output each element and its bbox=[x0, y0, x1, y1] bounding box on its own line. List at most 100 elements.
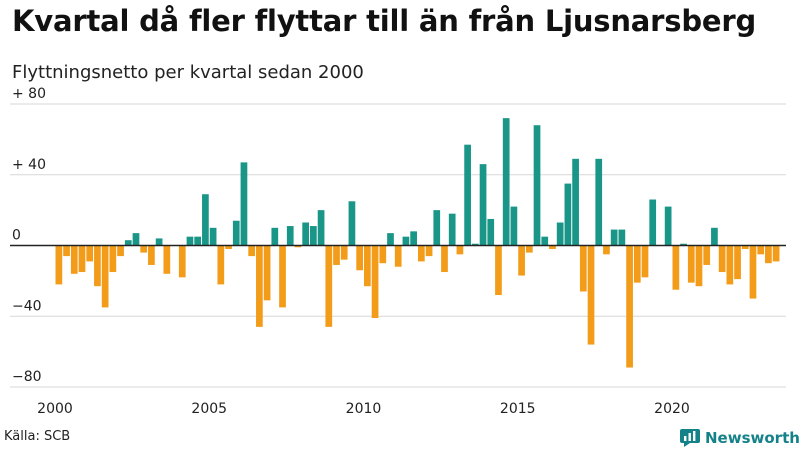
bar bbox=[132, 233, 140, 246]
bar bbox=[186, 236, 194, 246]
bar bbox=[340, 245, 348, 260]
x-axis-labels: 2000 2005 2010 2015 2020 bbox=[37, 401, 690, 417]
bar bbox=[525, 245, 533, 253]
bar bbox=[248, 245, 256, 257]
bar bbox=[271, 227, 279, 246]
y-tick-label: + 40 bbox=[12, 157, 46, 173]
bar bbox=[202, 194, 209, 246]
bar bbox=[433, 210, 441, 246]
bar bbox=[687, 245, 695, 283]
bar bbox=[124, 240, 132, 246]
bar bbox=[279, 245, 286, 308]
y-axis-labels: + 80 + 40 0 −40 −80 bbox=[12, 86, 46, 385]
bar bbox=[487, 218, 495, 246]
bar bbox=[325, 245, 333, 327]
bar bbox=[603, 245, 610, 255]
bar bbox=[718, 245, 726, 273]
bar bbox=[649, 199, 657, 246]
bar bbox=[371, 245, 379, 319]
bar bbox=[456, 245, 464, 255]
bar bbox=[263, 245, 271, 301]
bar bbox=[549, 245, 556, 250]
bar bbox=[441, 245, 448, 273]
chart-title: Kvartal då fler flyttar till än från Lju… bbox=[12, 4, 757, 38]
bar bbox=[757, 245, 765, 255]
bar bbox=[310, 226, 317, 246]
bar bbox=[618, 229, 626, 246]
bar bbox=[680, 243, 687, 246]
bar bbox=[541, 236, 549, 246]
bars bbox=[10, 118, 786, 368]
y-tick-label: 0 bbox=[12, 228, 21, 244]
bar bbox=[703, 245, 711, 265]
bar bbox=[610, 229, 618, 246]
bar bbox=[317, 210, 325, 246]
bar bbox=[117, 245, 124, 257]
bar bbox=[564, 183, 572, 246]
bar bbox=[333, 245, 340, 265]
bar bbox=[209, 227, 217, 246]
bar bbox=[356, 245, 363, 271]
bar bbox=[178, 245, 186, 278]
bar bbox=[148, 245, 155, 265]
bar bbox=[672, 245, 680, 290]
bar bbox=[425, 245, 433, 257]
bar bbox=[348, 201, 356, 246]
bar bbox=[402, 236, 410, 246]
bar bbox=[595, 158, 603, 246]
newsworthy-logo-icon bbox=[680, 429, 700, 447]
bar bbox=[101, 245, 109, 308]
bar bbox=[217, 245, 225, 285]
bar bbox=[579, 245, 587, 292]
x-tick-label: 2005 bbox=[191, 401, 227, 417]
y-tick-label: + 80 bbox=[12, 86, 46, 102]
y-tick-label: −80 bbox=[12, 369, 42, 385]
bar bbox=[94, 245, 101, 287]
x-tick-label: 2000 bbox=[37, 401, 73, 417]
bar bbox=[495, 245, 502, 296]
bar bbox=[772, 245, 780, 262]
bar bbox=[664, 206, 672, 246]
bar bbox=[63, 245, 70, 257]
bar bbox=[109, 245, 117, 273]
bar bbox=[410, 231, 417, 246]
x-tick-label: 2015 bbox=[500, 401, 536, 417]
bar bbox=[533, 125, 541, 246]
bar bbox=[633, 245, 641, 283]
bar bbox=[641, 245, 649, 278]
newsworthy-logo[interactable]: Newsworthy bbox=[680, 427, 800, 449]
bar bbox=[448, 213, 456, 246]
bar bbox=[464, 144, 471, 246]
bar bbox=[711, 227, 718, 246]
chart-subtitle: Flyttningsnetto per kvartal sedan 2000 bbox=[12, 62, 364, 83]
bar bbox=[626, 245, 633, 368]
bar bbox=[232, 220, 240, 246]
x-tick-label: 2010 bbox=[346, 401, 382, 417]
bar bbox=[302, 222, 310, 246]
bar bbox=[587, 245, 595, 345]
bar bbox=[86, 245, 94, 262]
source-note: Källa: SCB bbox=[4, 429, 71, 444]
grid-lines bbox=[10, 103, 786, 388]
bar bbox=[70, 245, 78, 274]
bar-chart: + 80 + 40 0 −40 −80 2000 2005 2010 2015 2020 bbox=[10, 86, 786, 417]
bar bbox=[479, 164, 487, 246]
bar bbox=[572, 158, 579, 246]
bar bbox=[518, 245, 525, 276]
bar bbox=[765, 245, 772, 264]
bar bbox=[286, 226, 294, 246]
bar bbox=[163, 245, 171, 274]
bar bbox=[471, 243, 479, 246]
bar bbox=[695, 245, 703, 287]
bar bbox=[394, 245, 402, 267]
bar bbox=[734, 245, 741, 280]
bar bbox=[364, 245, 371, 287]
bar bbox=[417, 245, 425, 262]
bar bbox=[225, 245, 232, 250]
bar bbox=[55, 245, 63, 285]
bar bbox=[726, 245, 734, 285]
y-tick-label: −40 bbox=[12, 298, 42, 314]
bar bbox=[140, 245, 148, 253]
bar bbox=[741, 245, 749, 250]
bar bbox=[749, 245, 757, 299]
